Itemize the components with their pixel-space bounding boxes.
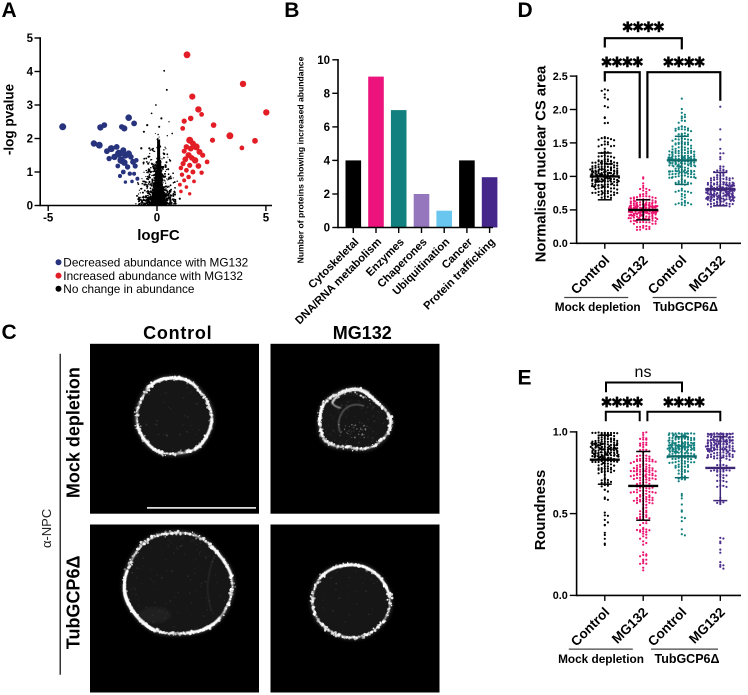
svg-text:1.0: 1.0 [553, 171, 568, 183]
svg-text:Mock depletion: Mock depletion [558, 652, 644, 666]
svg-text:Decreased abundance with MG132: Decreased abundance with MG132 [63, 256, 248, 270]
svg-text:0.0: 0.0 [553, 590, 568, 602]
svg-text:α-NPC: α-NPC [39, 509, 54, 548]
svg-text:3: 3 [27, 100, 33, 112]
svg-text:2: 2 [324, 189, 330, 201]
svg-text:0: 0 [324, 223, 330, 235]
svg-text:TubGCP6Δ: TubGCP6Δ [64, 556, 84, 650]
svg-text:0: 0 [27, 201, 33, 213]
svg-text:MG132: MG132 [333, 323, 392, 343]
svg-text:TubGCP6Δ: TubGCP6Δ [653, 300, 718, 314]
svg-text:2.5: 2.5 [553, 71, 568, 83]
svg-text:Mock depletion: Mock depletion [555, 300, 641, 314]
svg-text:ns: ns [635, 364, 652, 381]
svg-text:6: 6 [324, 122, 330, 134]
svg-text:0.0: 0.0 [553, 238, 568, 250]
svg-text:MG132: MG132 [686, 605, 728, 647]
svg-text:2.0: 2.0 [553, 104, 568, 116]
svg-text:1.0: 1.0 [553, 427, 568, 439]
svg-text:Normalised nuclear CS area: Normalised nuclear CS area [534, 65, 550, 262]
svg-text:5: 5 [263, 213, 270, 225]
svg-text:Roundness: Roundness [533, 470, 549, 551]
svg-text:5: 5 [27, 33, 34, 45]
svg-text:A: A [2, 0, 17, 22]
svg-text:No change in abundance: No change in abundance [63, 282, 195, 296]
svg-text:Control: Control [645, 605, 690, 650]
svg-text:0: 0 [154, 213, 160, 225]
svg-text:10: 10 [317, 55, 330, 67]
svg-text:4: 4 [324, 155, 331, 167]
svg-text:Control: Control [568, 605, 613, 650]
svg-text:C: C [2, 321, 17, 344]
svg-text:Control: Control [568, 253, 613, 298]
svg-text:TubGCP6Δ: TubGCP6Δ [654, 652, 719, 666]
svg-text:Increased abundance with MG132: Increased abundance with MG132 [63, 269, 243, 283]
svg-text:Number of proteins showing inc: Number of proteins showing increased abu… [296, 56, 306, 263]
svg-text:MG132: MG132 [609, 605, 651, 647]
svg-text:-log pvalue: -log pvalue [2, 83, 17, 155]
svg-text:2: 2 [27, 134, 33, 146]
svg-text:8: 8 [324, 88, 331, 100]
svg-text:Control: Control [645, 253, 690, 298]
svg-text:1.5: 1.5 [553, 138, 568, 150]
svg-text:1: 1 [27, 167, 34, 179]
svg-text:B: B [284, 0, 299, 22]
svg-text:MG132: MG132 [609, 253, 651, 295]
svg-text:MG132: MG132 [686, 253, 728, 295]
svg-text:D: D [518, 0, 533, 22]
svg-text:Mock depletion: Mock depletion [64, 367, 84, 498]
svg-text:0.5: 0.5 [553, 508, 568, 520]
svg-text:0.5: 0.5 [553, 205, 568, 217]
svg-text:E: E [518, 366, 532, 389]
svg-text:logFC: logFC [137, 227, 180, 244]
svg-text:Control: Control [143, 323, 212, 343]
svg-text:-5: -5 [43, 213, 54, 225]
svg-text:4: 4 [27, 67, 34, 79]
